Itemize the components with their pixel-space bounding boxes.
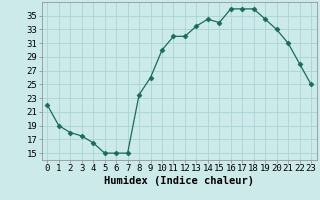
X-axis label: Humidex (Indice chaleur): Humidex (Indice chaleur) bbox=[104, 176, 254, 186]
